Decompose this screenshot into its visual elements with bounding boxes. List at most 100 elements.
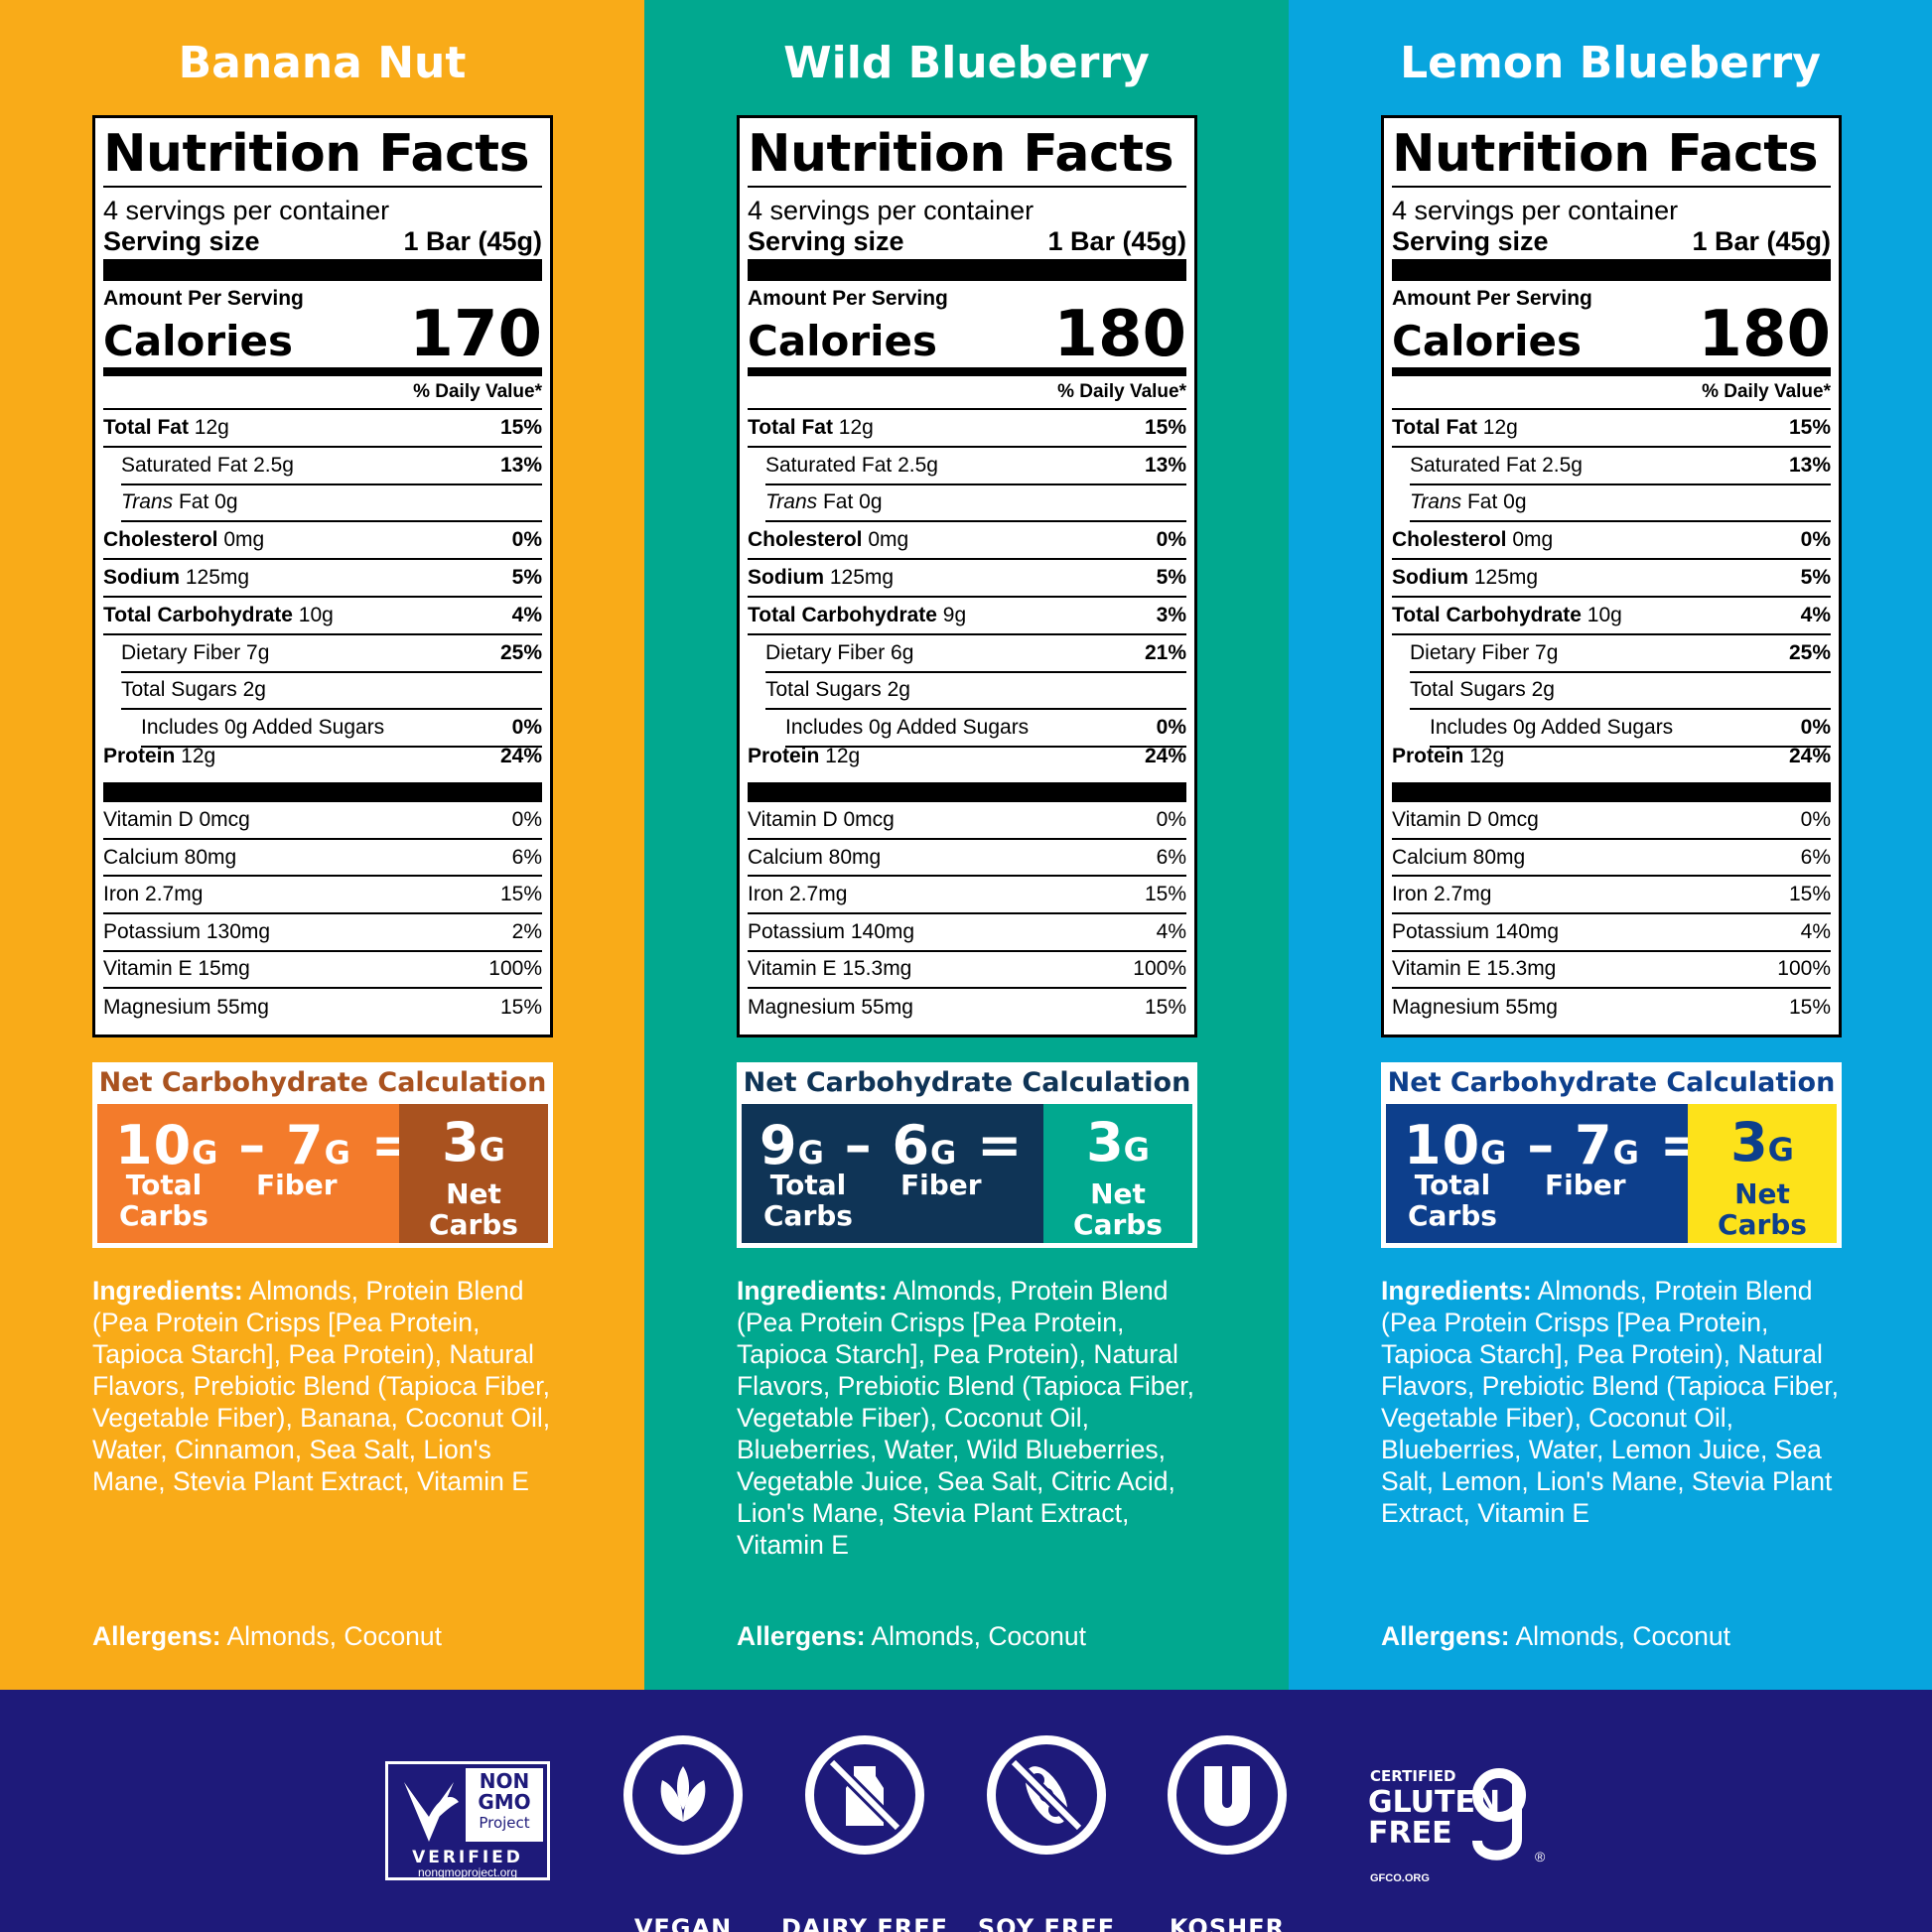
nutrient-amount: Fat 0g <box>817 490 883 514</box>
ingredients-list: Almonds, Protein Blend (Pea Protein Cris… <box>92 1276 551 1496</box>
net-carb-equation-text: 10G – 7G = <box>115 1114 417 1176</box>
unit-g: G <box>930 1134 958 1172</box>
fiber-label: Fiber <box>256 1169 338 1201</box>
nutrient-name: Sodium 125mg <box>1392 566 1538 590</box>
vitamin-name: Magnesium 55mg <box>103 995 269 1019</box>
soy-free-bean-icon <box>987 1735 1106 1855</box>
flavor-column-wild-blueberry: Wild Blueberry Nutrition Facts 4 serving… <box>644 0 1289 1690</box>
nutrient-name-bold: Cholesterol <box>748 528 863 552</box>
nutrient-name-bold: Sodium <box>748 566 824 590</box>
vitamin-row: Vitamin D 0mcg 0% <box>103 802 542 840</box>
nutrient-name: Total Sugars 2g <box>765 678 910 702</box>
kosher-badge: KOSHER <box>1168 1735 1287 1932</box>
nutrient-row: Dietary Fiber 6g 21% <box>765 635 1186 673</box>
fiber-value: 6 <box>892 1114 931 1176</box>
net-carb-body: 10G – 7G = Total Carbs Fiber 3G Net Carb… <box>97 1104 548 1243</box>
vitamin-row: Potassium 130mg 2% <box>103 914 542 952</box>
nutrient-daily-value: 15% <box>1788 415 1831 439</box>
net-carb-body: 9G – 6G = Total Carbs Fiber 3G Net Carbs <box>742 1104 1192 1243</box>
vitamin-daily-value: 6% <box>511 845 542 869</box>
nutrient-name-italic: Trans <box>1410 490 1462 514</box>
ingredients-text: Ingredients: Almonds, Protein Blend (Pea… <box>737 1275 1213 1561</box>
nutrient-name: Saturated Fat 2.5g <box>765 454 938 478</box>
nutrient-row: Protein 12g 24% <box>103 744 542 803</box>
total-label-line1: Total <box>125 1169 203 1201</box>
net-carbs-label-line2: Carbs <box>1073 1208 1163 1241</box>
net-carb-equation-text: 9G – 6G = <box>759 1114 1023 1176</box>
vitamin-daily-value: 4% <box>1156 919 1186 943</box>
nutrient-amount: 125mg <box>824 566 895 590</box>
nutrient-row: Protein 12g 24% <box>1392 744 1831 803</box>
allergens-text: Allergens: Almonds, Coconut <box>1381 1621 1730 1652</box>
nutrient-amount: 12g <box>832 415 874 439</box>
nutrient-row: Cholesterol 0mg 0% <box>103 522 542 561</box>
amount-per-serving: Amount Per Serving <box>748 287 948 310</box>
unit-g: G <box>192 1134 219 1172</box>
amount-per-serving: Amount Per Serving <box>103 287 304 310</box>
calories-label: Calories <box>1392 317 1583 365</box>
nutrient-name: Sodium 125mg <box>748 566 894 590</box>
nutrient-name: Total Carbohydrate 10g <box>1392 604 1622 627</box>
vitamin-row: Calcium 80mg 6% <box>1392 840 1831 878</box>
vitamin-row: Vitamin E 15.3mg 100% <box>748 952 1186 990</box>
total-carb-value: 10 <box>115 1114 193 1176</box>
vitamin-name: Potassium 130mg <box>103 919 271 943</box>
nutrient-amount: 0mg <box>1506 528 1554 552</box>
serving-size-label: Serving size <box>103 226 260 256</box>
total-carb-value: 9 <box>759 1114 798 1176</box>
allergens-label: Allergens: <box>1381 1621 1510 1651</box>
nutrient-name-bold: Total Fat <box>748 415 833 439</box>
nutrient-list: Total Fat 12g 15% Saturated Fat 2.5g 13% Tra… <box>103 410 542 803</box>
nutrient-row: Total Sugars 2g <box>765 673 1186 711</box>
minus-sign: – <box>844 1114 873 1176</box>
nutrient-amount: 12g <box>1463 744 1505 767</box>
nutrient-row: Total Sugars 2g <box>1410 673 1831 711</box>
nutrient-row: Includes 0g Added Sugars 0% <box>1430 710 1831 749</box>
net-carb-title: Net Carbohydrate Calculation <box>1387 1067 1836 1098</box>
nutrient-row: Total Fat 12g 15% <box>103 410 542 448</box>
nutrient-amount: 12g <box>819 744 861 767</box>
vitamin-name: Vitamin D 0mcg <box>748 807 895 831</box>
net-carbs-label-line1: Net <box>446 1177 501 1210</box>
vitamin-daily-value: 6% <box>1156 845 1186 869</box>
nutrient-name-text: Total Sugars 2g <box>121 678 266 702</box>
vitamin-daily-value: 100% <box>1777 957 1831 981</box>
nutrient-name: Includes 0g Added Sugars <box>1430 716 1673 740</box>
nutrient-name: Trans Fat 0g <box>121 490 238 514</box>
soy-free-label: SOY FREE <box>977 1914 1116 1932</box>
net-carbs-label-line1: Net <box>1734 1177 1790 1210</box>
nutrient-row: Dietary Fiber 7g 25% <box>1410 635 1831 673</box>
nutrient-amount: 12g <box>188 415 229 439</box>
net-carb-calculation: Net Carbohydrate Calculation 9G – 6G = T… <box>737 1062 1197 1248</box>
vitamin-row: Magnesium 55mg 15% <box>103 989 542 1027</box>
fiber-label: Fiber <box>900 1169 982 1201</box>
non-gmo-verified: VERIFIED <box>412 1848 523 1867</box>
gluten-free-g-icon <box>1472 1768 1526 1861</box>
nutrient-amount: 12g <box>175 744 216 767</box>
flavor-columns: Banana Nut Nutrition Facts 4 servings pe… <box>0 0 1932 1690</box>
nutrient-name: Total Sugars 2g <box>121 678 266 702</box>
nutrient-daily-value: 0% <box>1800 528 1831 552</box>
net-carb-equation-text: 10G – 7G = <box>1404 1114 1706 1176</box>
nutrient-name-bold: Sodium <box>103 566 180 590</box>
nutrient-name-bold: Protein <box>1392 744 1464 767</box>
vitamin-daily-value: 15% <box>499 883 542 906</box>
nutrient-name-text: Saturated Fat 2.5g <box>121 453 294 477</box>
unit-g: G <box>324 1134 351 1172</box>
nutrient-daily-value: 3% <box>1156 603 1186 626</box>
calories-row: Calories 170 <box>103 302 542 376</box>
allergens-label: Allergens: <box>92 1621 221 1651</box>
nutrient-name: Includes 0g Added Sugars <box>785 716 1029 740</box>
kosher-label: KOSHER <box>1169 1914 1286 1932</box>
nutrient-name-text: Includes 0g Added Sugars <box>141 716 385 740</box>
nutrient-name-text: Dietary Fiber 7g <box>1410 640 1559 664</box>
flavor-column-lemon-blueberry: Lemon Blueberry Nutrition Facts 4 servin… <box>1289 0 1932 1690</box>
serving-size-row: Serving size 1 Bar (45g) <box>1392 225 1831 281</box>
soy-free-badge: SOY FREE <box>978 1735 1114 1932</box>
nutrient-amount: 10g <box>292 603 334 626</box>
net-carb-calculation: Net Carbohydrate Calculation 10G – 7G = … <box>1381 1062 1842 1248</box>
nutrient-amount: 125mg <box>180 566 250 590</box>
nutrient-name: Dietary Fiber 6g <box>765 641 913 665</box>
vitamin-name: Magnesium 55mg <box>1392 995 1558 1019</box>
flavor-title: Lemon Blueberry <box>1400 38 1821 88</box>
